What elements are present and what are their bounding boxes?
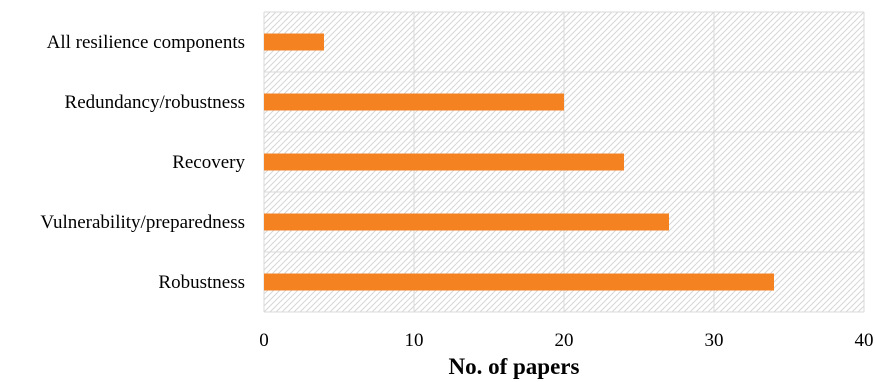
bars [264,33,774,291]
category-label: Robustness [158,272,245,293]
category-label: Redundancy/robustness [65,92,245,113]
category-labels: All resilience components Redundancy/robu… [40,32,245,293]
bar [264,153,624,171]
x-tick-label: 10 [405,330,424,351]
gridlines [263,11,865,313]
category-label: All resilience components [47,32,245,53]
x-tick-label: 0 [259,330,269,351]
x-tick-labels: 0 10 20 30 40 [259,330,873,351]
bar [264,33,324,51]
x-tick-label: 30 [705,330,724,351]
bar [264,273,774,291]
category-label: Vulnerability/preparedness [40,212,245,233]
bar [264,213,669,231]
bar [264,93,564,111]
x-tick-label: 20 [555,330,574,351]
x-tick-label: 40 [855,330,874,351]
category-label: Recovery [172,152,245,173]
x-axis-title: No. of papers [449,354,580,379]
